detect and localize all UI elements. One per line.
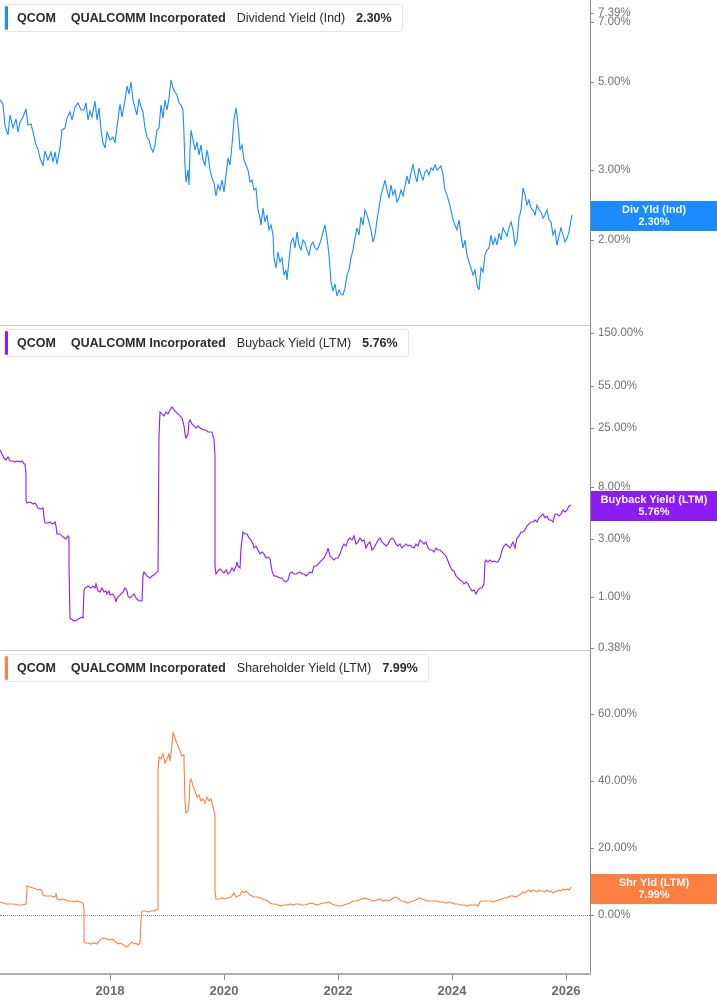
legend-company: QUALCOMM Incorporated [70,661,226,675]
series-color-bar [5,656,8,680]
buyback-yield-line [0,406,572,622]
legend-ticker: QCOM [17,336,56,350]
badge-value: 5.76% [638,506,670,518]
shareholder-yield-line [0,730,572,948]
y-tick: 150.00% [590,327,644,339]
y-axis-line [590,0,591,975]
x-tick-label: 2022 [323,983,353,998]
y-tick: 0.38% [591,642,631,654]
y-tick: 0.00% [591,909,631,921]
buyback-yield-legend: QCOM QUALCOMM Incorporated Buyback Yield… [4,329,409,357]
x-tick-mark [338,975,339,980]
y-tick: 1.00% [591,591,631,603]
y-tick: 3.00% [591,533,631,545]
dividend-yield-line [0,79,573,297]
y-tick: 20.00% [590,842,638,854]
x-tick-mark [566,975,567,980]
badge-label: Div Yld (Ind) [622,204,686,216]
legend-metric: Shareholder Yield (LTM) [236,661,372,675]
legend-company: QUALCOMM Incorporated [70,11,226,25]
badge-value: 2.30% [638,216,670,228]
x-tick-label: 2024 [437,983,467,998]
series-color-bar [5,331,8,355]
x-tick-mark [452,975,453,980]
dividend-yield-legend: QCOM QUALCOMM Incorporated Dividend Yiel… [4,4,403,32]
shareholder-yield-badge: Shr Yld (LTM) 7.99% [591,874,717,904]
y-tick: 2.00% [591,234,631,246]
x-tick-label: 2020 [209,983,239,998]
series-color-bar [5,6,8,30]
y-tick: 5.00% [591,76,631,88]
x-tick-label: 2026 [551,983,581,998]
legend-ticker: QCOM [17,11,56,25]
legend-metric: Dividend Yield (Ind) [236,11,346,25]
legend-value: 2.30% [356,11,392,25]
legend-ticker: QCOM [17,661,56,675]
x-tick-label: 2018 [95,983,125,998]
y-tick: 3.00% [591,164,631,176]
y-tick: 55.00% [590,380,638,392]
x-tick-mark [224,975,225,980]
y-tick: 25.00% [590,422,638,434]
buyback-yield-badge: Buyback Yield (LTM) 5.76% [591,491,717,521]
legend-metric: Buyback Yield (LTM) [236,336,352,350]
shareholder-yield-legend: QCOM QUALCOMM Incorporated Shareholder Y… [4,654,429,682]
legend-value: 7.99% [382,661,418,675]
shareholder-yield-panel: QCOM QUALCOMM Incorporated Shareholder Y… [0,651,590,973]
y-tick: 8.00% [591,481,631,493]
legend-value: 5.76% [362,336,398,350]
badge-value: 7.99% [638,889,670,901]
panel-separator [0,650,590,651]
zero-baseline [0,915,590,916]
badge-label: Shr Yld (LTM) [618,877,690,889]
x-tick-mark [110,975,111,980]
x-axis-line [0,973,591,975]
y-tick: 40.00% [590,775,638,787]
y-tick: 60.00% [590,708,638,720]
y-tick: 7.39% [591,7,631,19]
buyback-yield-panel: QCOM QUALCOMM Incorporated Buyback Yield… [0,326,590,650]
panel-separator [0,325,590,326]
dividend-yield-badge: Div Yld (Ind) 2.30% [591,201,717,231]
legend-company: QUALCOMM Incorporated [70,336,226,350]
y-tick: 7.00% [591,16,631,28]
dividend-yield-panel: QCOM QUALCOMM Incorporated Dividend Yiel… [0,0,590,325]
badge-label: Buyback Yield (LTM) [600,494,708,506]
